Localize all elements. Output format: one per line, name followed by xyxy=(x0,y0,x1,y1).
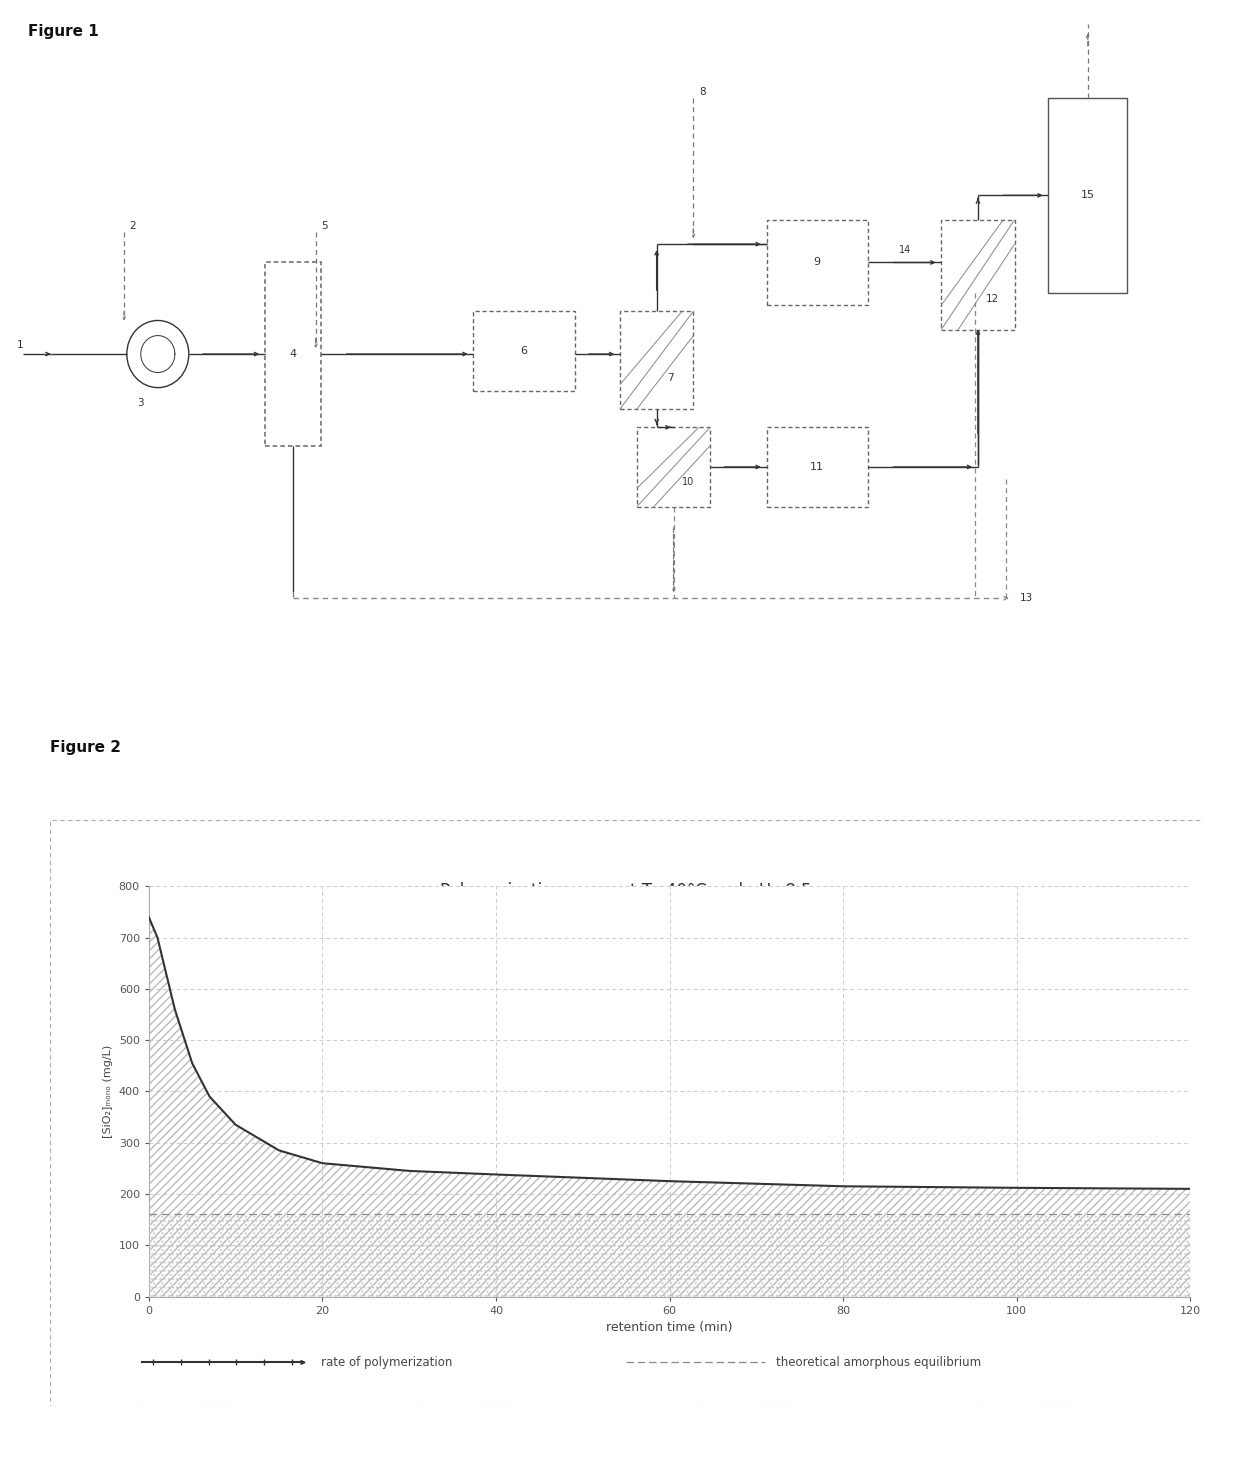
Bar xyxy=(941,220,1014,330)
Bar xyxy=(766,428,868,507)
Text: Polymerization curve at T=40°C and pH=8.5: Polymerization curve at T=40°C and pH=8.… xyxy=(440,882,812,900)
Text: 15: 15 xyxy=(1081,190,1095,201)
Text: 2: 2 xyxy=(130,221,136,231)
Bar xyxy=(766,220,868,305)
Text: 12: 12 xyxy=(986,294,998,305)
Bar xyxy=(265,262,321,445)
Text: 5: 5 xyxy=(321,221,327,231)
Bar xyxy=(1048,98,1127,293)
Text: 13: 13 xyxy=(1021,593,1033,604)
Text: 6: 6 xyxy=(521,346,528,356)
Text: 1: 1 xyxy=(17,340,24,350)
Text: 8: 8 xyxy=(699,86,706,97)
Bar xyxy=(474,311,575,391)
Y-axis label: [SiO₂]ₘₒₙₒ (mg/L): [SiO₂]ₘₒₙₒ (mg/L) xyxy=(103,1045,113,1138)
Text: 10: 10 xyxy=(682,478,693,488)
Text: rate of polymerization: rate of polymerization xyxy=(321,1357,451,1368)
X-axis label: retention time (min): retention time (min) xyxy=(606,1321,733,1335)
Text: 3: 3 xyxy=(138,398,144,407)
Text: 4: 4 xyxy=(289,349,296,359)
Text: Figure 2: Figure 2 xyxy=(50,740,120,754)
Text: 7: 7 xyxy=(667,374,675,384)
Text: theoretical amorphous equilibrium: theoretical amorphous equilibrium xyxy=(776,1357,981,1368)
Bar xyxy=(620,311,693,409)
Text: 11: 11 xyxy=(810,461,825,472)
Text: 9: 9 xyxy=(813,258,821,268)
Bar xyxy=(637,428,711,507)
Text: Figure 1: Figure 1 xyxy=(29,25,99,40)
Text: 14: 14 xyxy=(899,245,910,255)
